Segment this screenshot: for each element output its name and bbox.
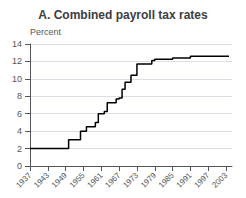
svg-text:4: 4 <box>17 126 22 136</box>
svg-text:1937: 1937 <box>14 170 33 189</box>
svg-text:2: 2 <box>17 144 22 154</box>
svg-text:A. Combined payroll tax rates: A. Combined payroll tax rates <box>38 8 208 22</box>
svg-text:1973: 1973 <box>121 170 140 189</box>
svg-text:12: 12 <box>12 56 22 66</box>
svg-text:1979: 1979 <box>139 170 158 189</box>
svg-text:1997: 1997 <box>192 170 211 189</box>
svg-text:1985: 1985 <box>157 170 176 189</box>
svg-text:Percent: Percent <box>30 27 62 37</box>
svg-text:0: 0 <box>17 161 22 171</box>
svg-text:6: 6 <box>17 109 22 119</box>
svg-text:1967: 1967 <box>103 170 122 189</box>
svg-text:1955: 1955 <box>68 170 87 189</box>
svg-text:10: 10 <box>12 74 22 84</box>
svg-text:1991: 1991 <box>175 170 194 189</box>
svg-text:2003: 2003 <box>210 170 229 189</box>
svg-text:1949: 1949 <box>50 170 69 189</box>
svg-text:1943: 1943 <box>32 170 51 189</box>
svg-text:1961: 1961 <box>86 170 105 189</box>
svg-text:8: 8 <box>17 91 22 101</box>
svg-text:14: 14 <box>12 39 22 49</box>
